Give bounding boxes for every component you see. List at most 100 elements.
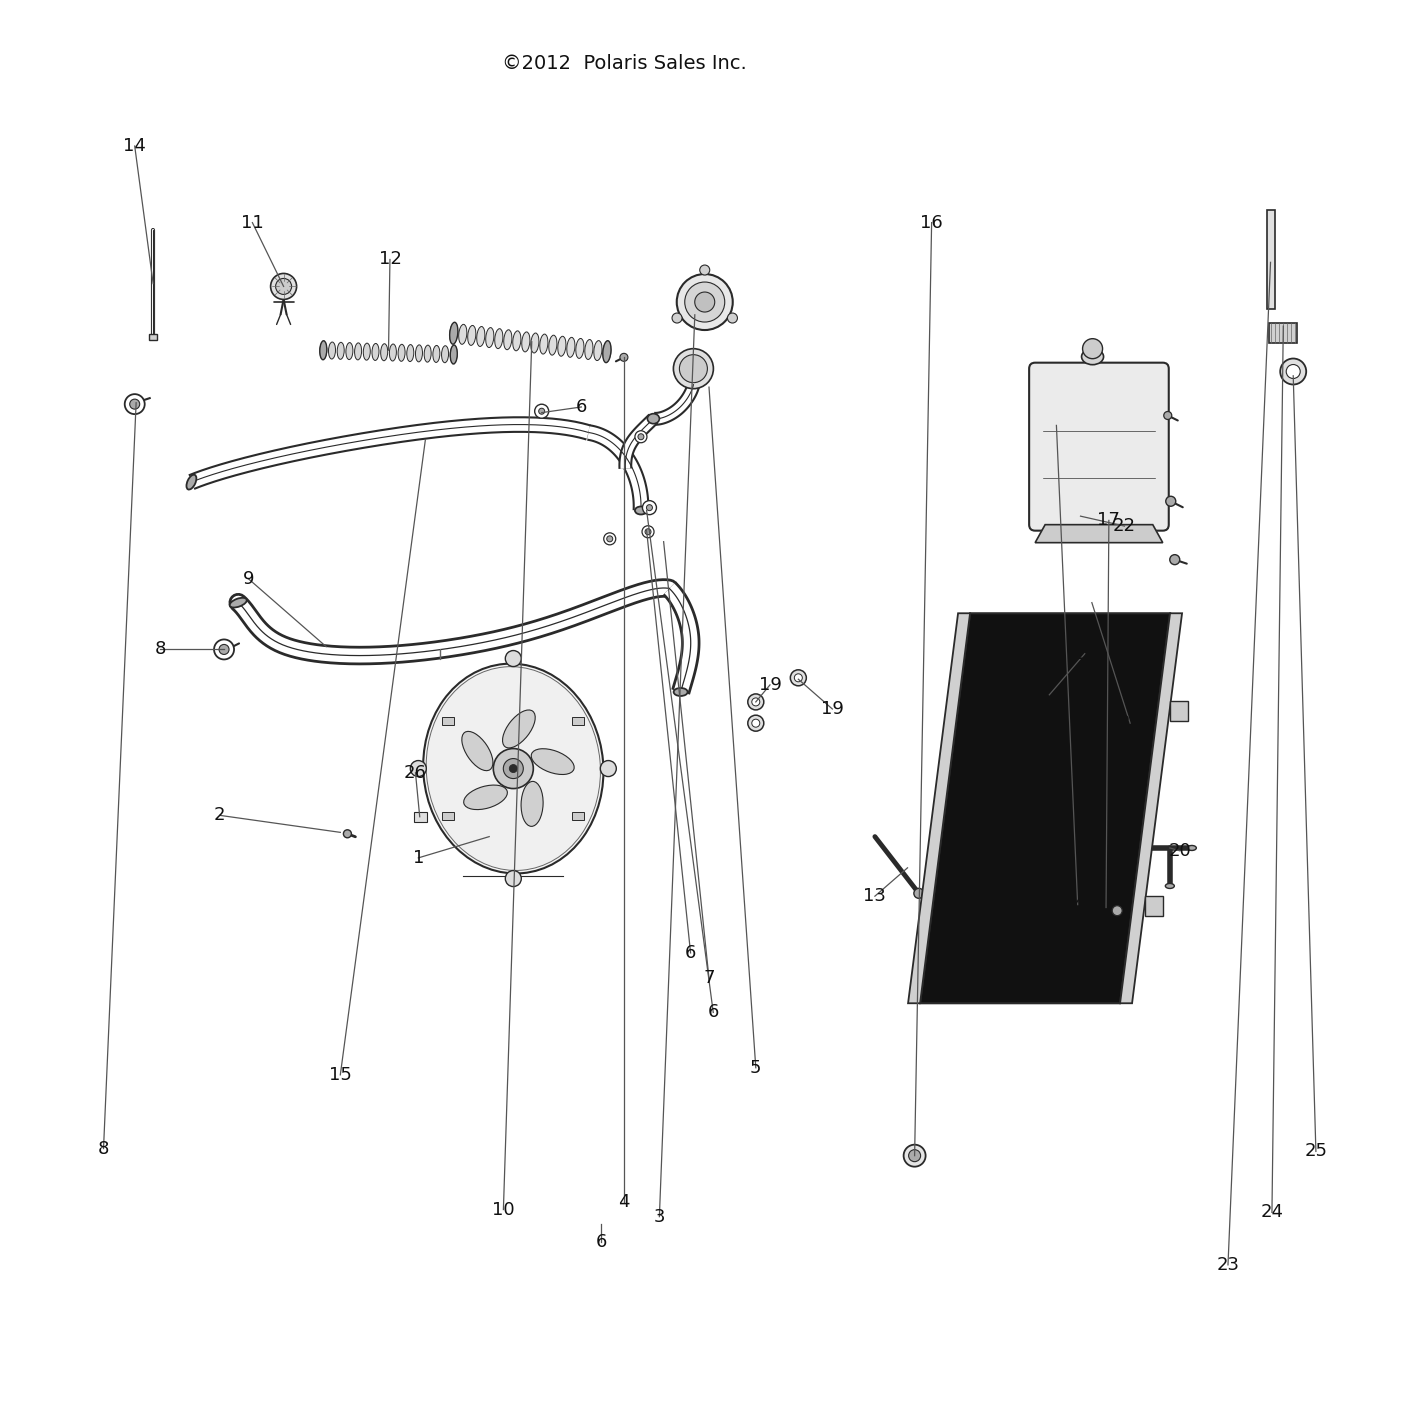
Bar xyxy=(1170,700,1187,720)
FancyBboxPatch shape xyxy=(1029,363,1168,530)
Text: 15: 15 xyxy=(329,1066,352,1083)
Text: 26: 26 xyxy=(404,764,427,781)
Polygon shape xyxy=(1120,613,1183,1004)
Ellipse shape xyxy=(540,335,547,354)
Circle shape xyxy=(676,274,733,330)
Text: 6: 6 xyxy=(596,1234,607,1251)
Text: 4: 4 xyxy=(618,1194,630,1211)
Ellipse shape xyxy=(337,342,345,359)
Circle shape xyxy=(752,719,760,727)
Text: 9: 9 xyxy=(242,570,254,587)
Ellipse shape xyxy=(187,475,196,489)
Ellipse shape xyxy=(1143,845,1153,851)
Text: 19: 19 xyxy=(759,676,781,693)
Ellipse shape xyxy=(648,414,659,424)
Circle shape xyxy=(794,674,803,682)
Text: 8: 8 xyxy=(155,641,166,658)
Circle shape xyxy=(1170,554,1180,564)
Circle shape xyxy=(505,871,522,886)
Circle shape xyxy=(727,313,737,323)
Ellipse shape xyxy=(1187,845,1197,851)
Text: 14: 14 xyxy=(123,138,146,155)
Ellipse shape xyxy=(502,710,535,747)
Circle shape xyxy=(642,526,654,537)
Ellipse shape xyxy=(363,343,370,360)
Text: 18: 18 xyxy=(1073,645,1096,662)
Ellipse shape xyxy=(427,666,600,871)
Ellipse shape xyxy=(549,335,557,354)
Ellipse shape xyxy=(390,345,397,362)
Ellipse shape xyxy=(1082,349,1103,364)
Circle shape xyxy=(1280,359,1306,384)
Ellipse shape xyxy=(495,329,503,349)
Ellipse shape xyxy=(451,346,457,363)
Text: 20: 20 xyxy=(1168,842,1191,859)
Ellipse shape xyxy=(530,333,539,353)
Text: 6: 6 xyxy=(576,398,587,415)
Ellipse shape xyxy=(513,330,520,350)
Ellipse shape xyxy=(603,340,611,363)
Ellipse shape xyxy=(230,598,247,607)
Text: 8: 8 xyxy=(98,1140,109,1157)
Text: 3: 3 xyxy=(654,1208,665,1225)
Text: 5: 5 xyxy=(750,1059,761,1076)
Text: 19: 19 xyxy=(821,700,844,718)
Circle shape xyxy=(607,536,613,542)
Ellipse shape xyxy=(584,339,593,360)
Ellipse shape xyxy=(576,339,584,359)
Bar xyxy=(1266,210,1275,309)
Circle shape xyxy=(125,394,145,414)
Ellipse shape xyxy=(522,332,530,352)
Bar xyxy=(1144,896,1163,916)
Circle shape xyxy=(1166,496,1176,506)
Text: 10: 10 xyxy=(492,1201,515,1218)
Ellipse shape xyxy=(380,343,387,360)
Circle shape xyxy=(1112,906,1122,916)
Circle shape xyxy=(620,353,628,362)
Ellipse shape xyxy=(476,326,485,346)
Circle shape xyxy=(913,888,925,899)
Circle shape xyxy=(752,698,760,706)
Ellipse shape xyxy=(451,345,457,364)
Circle shape xyxy=(509,764,518,773)
Circle shape xyxy=(672,313,682,323)
Ellipse shape xyxy=(424,345,431,362)
Circle shape xyxy=(1164,411,1171,420)
Circle shape xyxy=(343,830,352,838)
Ellipse shape xyxy=(329,342,336,359)
Polygon shape xyxy=(908,613,970,1004)
Bar xyxy=(442,813,454,820)
Circle shape xyxy=(600,760,617,777)
Text: 6: 6 xyxy=(685,944,696,961)
Ellipse shape xyxy=(432,346,440,363)
Text: 17: 17 xyxy=(1098,512,1120,529)
Text: 12: 12 xyxy=(379,251,401,268)
Circle shape xyxy=(674,349,713,389)
Circle shape xyxy=(903,1144,926,1167)
Circle shape xyxy=(410,760,427,777)
Circle shape xyxy=(505,651,522,666)
Circle shape xyxy=(129,398,140,410)
Ellipse shape xyxy=(468,325,476,346)
Circle shape xyxy=(685,282,725,322)
Bar xyxy=(414,811,427,822)
Ellipse shape xyxy=(415,345,423,362)
Circle shape xyxy=(695,292,715,312)
Ellipse shape xyxy=(346,343,353,360)
Ellipse shape xyxy=(532,749,574,774)
Ellipse shape xyxy=(520,781,543,827)
Text: 24: 24 xyxy=(1261,1204,1283,1221)
Ellipse shape xyxy=(503,330,512,350)
Ellipse shape xyxy=(603,342,611,362)
Circle shape xyxy=(271,274,296,299)
Text: 21: 21 xyxy=(1119,715,1141,732)
Circle shape xyxy=(679,354,708,383)
Ellipse shape xyxy=(635,506,647,515)
Bar xyxy=(442,718,454,725)
Ellipse shape xyxy=(423,664,604,873)
Circle shape xyxy=(1082,339,1103,359)
Circle shape xyxy=(747,715,764,732)
Circle shape xyxy=(635,431,647,442)
Circle shape xyxy=(1286,364,1300,379)
Ellipse shape xyxy=(320,342,326,359)
